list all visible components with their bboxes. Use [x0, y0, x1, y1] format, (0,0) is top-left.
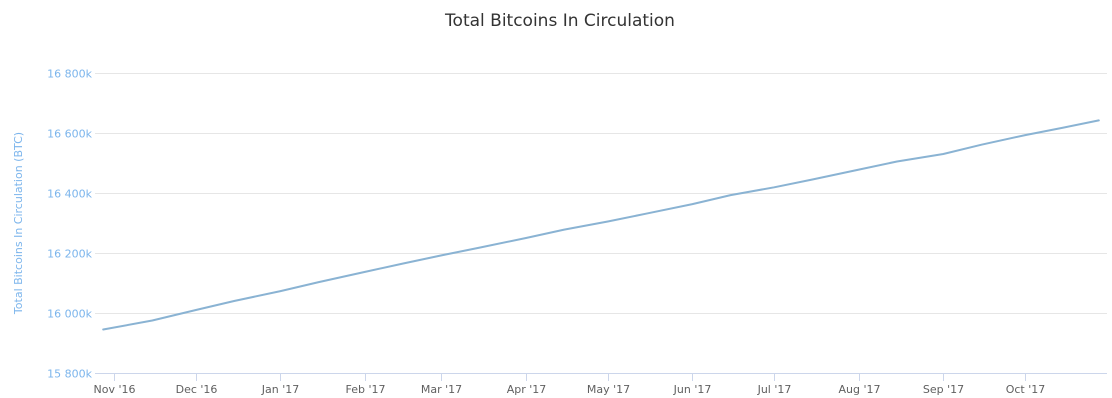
- x-tick-label: Oct '17: [1006, 383, 1046, 396]
- x-tick-label: Sep '17: [923, 383, 964, 396]
- x-tick-label: Jul '17: [757, 383, 792, 396]
- y-tick-label: 16 800k: [47, 68, 92, 81]
- series-layer: [102, 119, 1100, 331]
- x-tick-label: Aug '17: [839, 383, 881, 396]
- y-tick-label: 16 200k: [47, 248, 92, 261]
- x-tick-label: Feb '17: [346, 383, 386, 396]
- x-tick-label: Dec '16: [176, 383, 218, 396]
- x-tick-label: Jan '17: [261, 383, 299, 396]
- x-tick-label: May '17: [587, 383, 630, 396]
- y-tick-label: 16 400k: [47, 188, 92, 201]
- x-tick-label: Jun '17: [673, 383, 712, 396]
- y-axis: 15 800k 16 000k 16 200k 16 400k 16 600k 16 80…: [47, 68, 92, 381]
- x-tick-label: Nov '16: [94, 383, 136, 396]
- x-axis: Nov '16 Dec '16 Jan '17 Feb '17 Mar '17 Apr '…: [94, 373, 1107, 396]
- x-tick-label: Apr '17: [507, 383, 547, 396]
- chart-title: Total Bitcoins In Circulation: [444, 11, 675, 31]
- y-tick-label: 16 000k: [47, 308, 92, 321]
- y-tick-label: 15 800k: [47, 368, 92, 381]
- y-axis-title: Total Bitcoins In Circulation (BTC): [12, 132, 25, 315]
- x-tick-label: Mar '17: [421, 383, 462, 396]
- y-tick-label: 16 600k: [47, 128, 92, 141]
- series-line: [102, 119, 1100, 331]
